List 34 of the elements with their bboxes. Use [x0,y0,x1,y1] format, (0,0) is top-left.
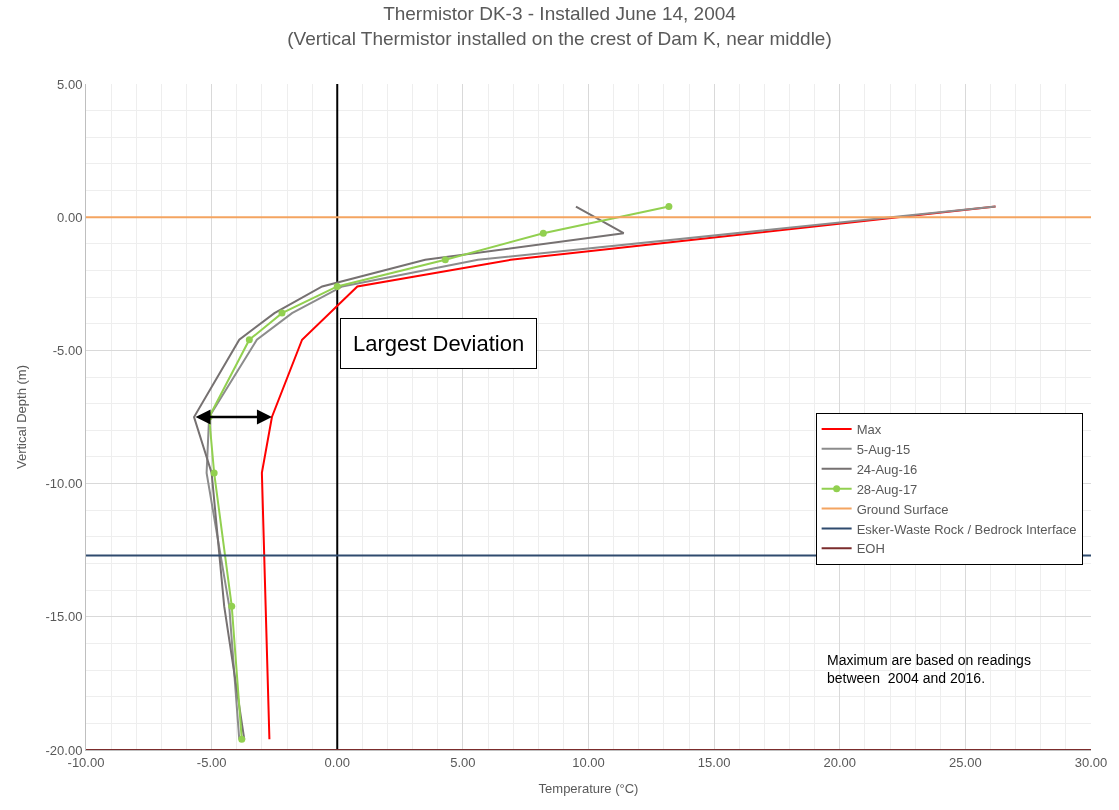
legend-label: Max [856,422,882,438]
x-tick-label: 25.00 [949,754,982,770]
x-tick-label: 15.00 [697,754,731,770]
point [245,336,253,344]
legend-label: 5-Aug-15 [856,441,911,457]
y-tick-label: 5.00 [57,76,83,92]
x-axis-title: Temperature (°C) [538,781,639,797]
x-tick-label: -5.00 [196,754,227,770]
y-tick-label: -10.00 [45,476,83,492]
point [210,469,218,477]
point [238,735,246,743]
x-tick-label: 5.00 [450,754,476,770]
legend-label: 28-Aug-17 [856,481,918,497]
point [539,229,547,237]
y-tick-label: -15.00 [45,609,83,625]
annotation: Maximum are based on readings between 2004 and 2016. [827,652,1031,687]
point [333,282,341,290]
point [228,602,236,610]
legend-label: EOH [856,541,885,557]
point [665,203,673,211]
x-tick-label: 10.00 [572,754,605,770]
x-tick-label: 30.00 [1074,754,1108,770]
y-tick-label: 0.00 [57,209,83,225]
point [278,309,286,317]
y-tick-label: -5.00 [52,342,83,358]
x-tick-label: 0.00 [324,754,350,770]
point [441,256,449,264]
annotation: Largest Deviation [353,331,525,356]
x-tick-label: 20.00 [823,754,857,770]
legend-label: 24-Aug-16 [856,461,918,477]
legend-label: Esker-Waste Rock / Bedrock Interface [856,521,1077,537]
chart-title: Thermistor DK-3 - Installed June 14, 2004 (Vertical Thermistor installed on the crest of Dam K, near middle) [287,3,832,49]
y-axis-title: Vertical Depth (m) [14,364,30,470]
legend-label: Ground Surface [856,501,949,517]
